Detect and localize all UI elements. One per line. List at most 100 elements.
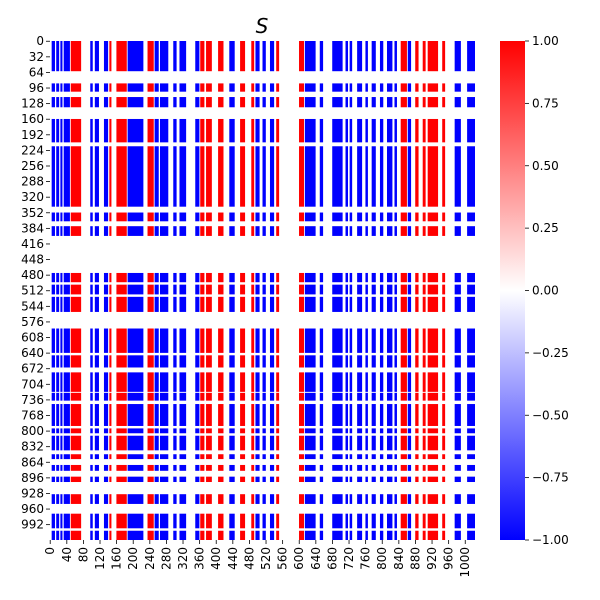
heatmap-cell-block [269,435,275,451]
heatmap-cell-block [345,296,348,312]
heatmap-cell-block [332,226,343,236]
heatmap-cell-block [422,464,426,471]
heatmap-cell-block [269,212,275,222]
heatmap-cell-block [56,392,60,401]
heatmap-cell-block [276,212,280,222]
heatmap-cell-block [173,454,177,460]
heatmap-cell-block [229,355,235,368]
heatmap-cell-block [63,328,70,353]
heatmap-cell-block [400,272,407,283]
heatmap-cell-block [427,513,439,529]
heatmap-cell-block [63,454,70,460]
heatmap-cell-block [109,226,112,236]
y-tick-label: 416 [21,237,44,251]
heatmap-cell-block [200,454,205,460]
heatmap-cell-block [349,97,353,108]
heatmap-cell-block [371,476,376,483]
heatmap-cell-block [90,464,93,471]
heatmap-cell-block [467,296,475,312]
heatmap-cell-block [255,212,260,222]
heatmap-cell-block [332,428,343,434]
heatmap-cell-block [94,212,99,222]
heatmap-cell-block [427,97,439,108]
heatmap-cell-block [269,226,275,236]
y-tick-label: 128 [21,97,44,111]
heatmap-cell-block [394,464,397,471]
heatmap-cell-block [60,464,63,471]
heatmap-cell-block [400,428,407,434]
heatmap-cell-block [422,435,426,451]
heatmap-cell-block [159,476,169,483]
heatmap-cell-block [467,146,475,207]
heatmap-cell-block [422,83,426,92]
heatmap-cell-block [407,435,412,451]
heatmap-cell-block [103,328,109,353]
heatmap-cell-block [229,372,235,392]
heatmap-cell-block [319,454,324,460]
heatmap-cell-block [454,296,461,312]
heatmap-cell-block [332,454,343,460]
x-tick-label: 240 [143,547,157,570]
heatmap-cell-block [427,118,439,143]
heatmap-cell-block [345,428,348,434]
heatmap-cell-block [109,146,112,207]
heatmap-cell-block [454,118,461,143]
heatmap-cell-block [255,355,260,368]
heatmap-cell-block [299,296,304,312]
colorbar-tick-label: 0.25 [532,221,559,235]
y-tick-label: 0 [36,34,44,48]
heatmap-cell-block [173,226,177,236]
heatmap-cell-block [195,435,200,451]
heatmap-cell-block [116,296,127,312]
heatmap-cell-block [319,226,324,236]
heatmap-cell-block [371,226,376,236]
heatmap-cell-block [407,372,412,392]
heatmap-cell-block [195,464,200,471]
heatmap-cell-block [240,392,246,401]
heatmap-cell-block [240,212,246,222]
heatmap-cell-block [400,118,407,143]
y-tick-label: 640 [21,346,44,360]
heatmap-cell-block [365,41,368,72]
heatmap-cell-block [218,530,224,540]
heatmap-cell-block [154,435,159,451]
heatmap-cell-block [422,476,426,483]
heatmap-cell-block [147,372,154,392]
heatmap-cell-block [218,41,224,72]
heatmap-cell-block [173,464,177,471]
heatmap-cell-block [109,435,112,451]
heatmap-cell-block [400,404,407,426]
heatmap-cell-block [195,328,200,353]
heatmap-cell-block [467,372,475,392]
heatmap-cell-block [51,83,55,92]
heatmap-cell-block [56,372,60,392]
heatmap-cell-block [427,476,439,483]
heatmap-cell-block [240,83,246,92]
heatmap-cell-block [299,530,304,540]
heatmap-cell-block [442,328,446,353]
heatmap-cell-block [200,296,205,312]
heatmap-cell-block [60,355,63,368]
heatmap-cell-block [415,355,419,368]
heatmap-cell-block [147,284,154,295]
heatmap-cell-block [365,146,368,207]
heatmap-cell-block [103,355,109,368]
heatmap-cell-block [218,428,224,434]
heatmap-cell-block [394,212,397,222]
x-tick-label: 120 [93,547,107,570]
heatmap-cell-block [229,41,235,72]
heatmap-cell-block [206,296,212,312]
heatmap-cell-block [427,404,439,426]
heatmap-cell-block [400,146,407,207]
heatmap-cell-block [179,41,187,72]
heatmap-cell-block [319,428,324,434]
heatmap-cell-block [349,476,353,483]
heatmap-cell-block [154,494,159,504]
heatmap-cell-block [109,476,112,483]
heatmap-cell-block [103,226,109,236]
heatmap-cell-block [206,284,212,295]
heatmap-cell-block [387,328,393,353]
heatmap-cell-block [56,355,60,368]
heatmap-cell-block [365,284,368,295]
heatmap-cell-block [349,454,353,460]
